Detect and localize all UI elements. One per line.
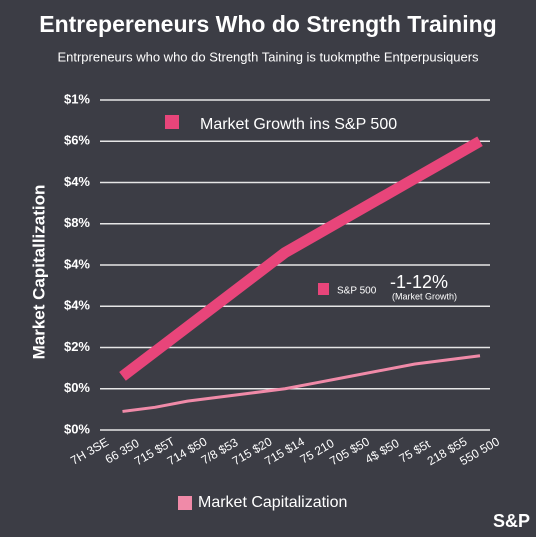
annotation-value: -1-12% <box>390 272 448 292</box>
y-tick-label: $2% <box>64 339 90 354</box>
annotation-marker <box>318 283 329 295</box>
annotation-note: (Market Growth) <box>392 291 457 301</box>
y-tick-label: $8% <box>64 215 90 230</box>
y-tick-label: $1% <box>64 91 90 106</box>
line-series <box>119 136 483 381</box>
y-tick-label: $4% <box>64 298 90 313</box>
legend-swatch <box>178 496 192 510</box>
y-tick-label: $4% <box>64 256 90 271</box>
chart-title: Entrepereneurs Who do Strength Training <box>39 11 496 37</box>
legend-label: Market Growth ins S&P 500 <box>200 116 397 133</box>
y-tick-label: $6% <box>64 133 90 148</box>
watermark: S&P <box>493 511 530 531</box>
y-tick-label: $4% <box>64 174 90 189</box>
annotation-label: S&P 500 <box>337 286 377 297</box>
y-tick-label: $0% <box>64 380 90 395</box>
legend-swatch <box>165 115 179 129</box>
chart-subtitle: Entrpreneurs who who do Strength Taining… <box>57 49 479 64</box>
y-axis-label: Market Capitallization <box>29 185 48 360</box>
y-tick-label: $0% <box>64 421 90 436</box>
legend-label: Market Capitalization <box>198 494 347 511</box>
line-series <box>122 354 481 413</box>
